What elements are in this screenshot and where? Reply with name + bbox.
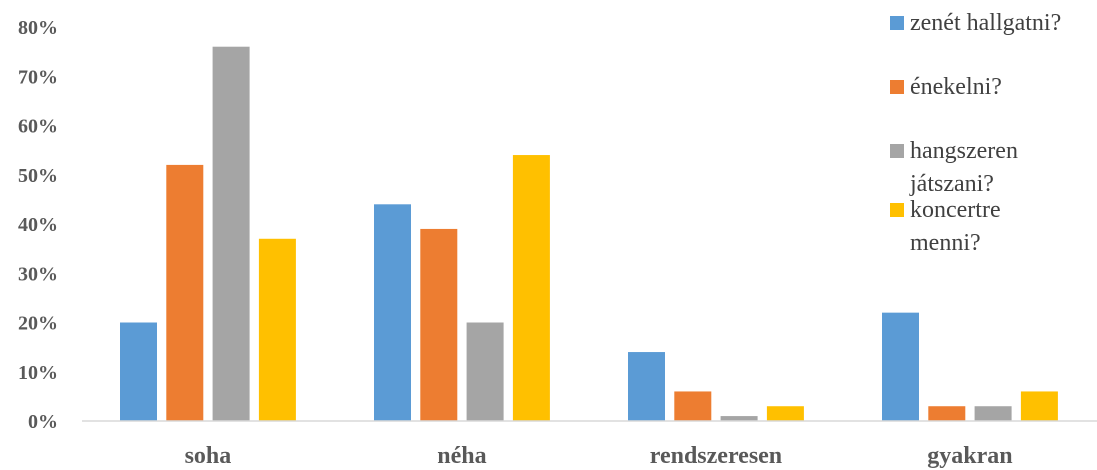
bar-rendszeresen-1 [628, 352, 665, 421]
bar-soha-4 [258, 238, 296, 421]
legend: zenét hallgatni? énekelni? hangszeren játsz… [890, 10, 1061, 256]
y-tick-label: 70% [18, 66, 58, 88]
legend-label: koncertre menni? [910, 197, 1001, 256]
x-axis-labels: soha néha rendszeresen gyakran [185, 443, 1013, 469]
y-tick-label: 40% [18, 214, 58, 236]
bar-néha-4 [512, 155, 550, 422]
bar-soha-3 [212, 46, 250, 421]
bar-rendszeresen-2 [674, 391, 712, 421]
y-tick-label: 60% [18, 116, 58, 138]
legend-label: hangszeren játszani? [909, 138, 1018, 197]
bar-néha-3 [466, 322, 504, 421]
bar-rendszeresen-4 [766, 406, 804, 421]
bar-soha-2 [166, 164, 204, 421]
legend-swatch [890, 144, 904, 158]
x-category-label: rendszeresen [650, 443, 782, 469]
legend-swatch [890, 16, 904, 30]
x-category-label: néha [437, 443, 486, 469]
y-tick-label: 80% [18, 17, 58, 39]
bars [120, 46, 1058, 422]
bar-néha-2 [420, 228, 458, 421]
bar-néha-1 [374, 204, 411, 421]
bar-gyakran-2 [928, 406, 966, 421]
y-axis: 0% 10% 20% 30% 40% 50% 60% 70% 80% [18, 17, 58, 433]
y-tick-label: 0% [28, 411, 58, 433]
legend-label: énekelni? [910, 74, 1002, 100]
y-tick-label: 20% [18, 313, 58, 335]
bar-rendszeresen-3 [720, 416, 758, 421]
bar-gyakran-4 [1020, 391, 1058, 421]
y-tick-label: 50% [18, 165, 58, 187]
legend-swatch [890, 203, 904, 217]
bar-gyakran-1 [882, 312, 919, 421]
bar-gyakran-3 [974, 406, 1012, 421]
x-category-label: gyakran [927, 443, 1012, 469]
legend-swatch [890, 80, 904, 94]
legend-label: zenét hallgatni? [910, 10, 1061, 36]
bar-soha-1 [120, 322, 157, 421]
y-tick-label: 10% [18, 362, 58, 384]
x-category-label: soha [185, 443, 232, 469]
y-tick-label: 30% [18, 263, 58, 285]
